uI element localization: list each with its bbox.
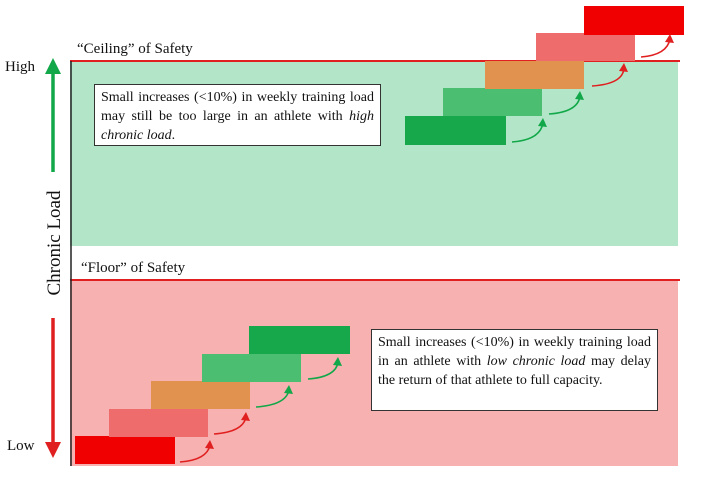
step-block [109, 409, 208, 437]
callout-emphasis: low chronic load [486, 354, 586, 369]
callout-low-chronic-load: Small increases (<10%) in weekly trainin… [371, 329, 658, 411]
step-block [249, 326, 350, 354]
step-block [485, 61, 584, 89]
up-arrow-icon [45, 58, 61, 172]
callout-emphasis: high chronic load [101, 109, 374, 143]
step-block [584, 6, 684, 35]
step-block [405, 116, 506, 145]
step-block [202, 354, 301, 382]
floor-title: “Floor” of Safety [81, 260, 186, 276]
callout-text: Small increases (<10%) in weekly trainin… [378, 335, 651, 369]
bottom-staircase [75, 326, 350, 464]
callout-text: . [171, 128, 176, 143]
step-block [151, 381, 250, 409]
callout-text: may delay the return of that athlete to … [378, 354, 651, 388]
down-arrow-icon [45, 318, 61, 458]
step-block [536, 33, 635, 61]
chronic-load-axis-label: Chronic Load [44, 190, 65, 296]
high-label: High [5, 59, 35, 75]
low-label: Low [7, 438, 35, 454]
ceiling-title: “Ceiling” of Safety [77, 41, 193, 57]
step-block [75, 436, 175, 464]
callout-high-chronic-load: Small increases (<10%) in weekly trainin… [94, 84, 381, 146]
top-staircase [405, 6, 684, 145]
step-block [443, 88, 542, 116]
callout-text: Small increases (<10%) in weekly trainin… [101, 90, 374, 124]
